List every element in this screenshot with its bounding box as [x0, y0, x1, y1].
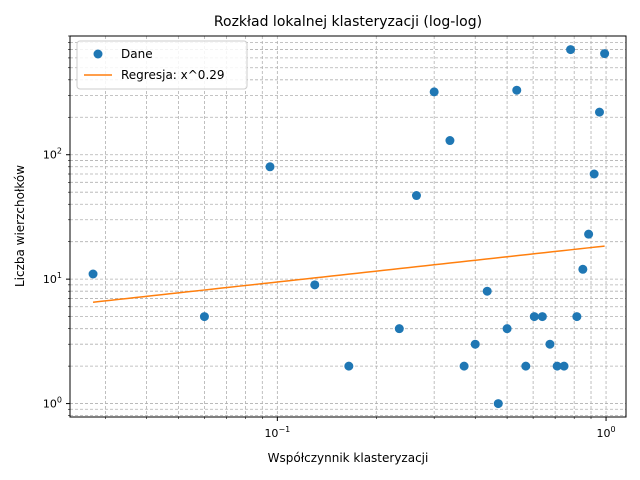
data-point	[502, 324, 512, 334]
data-point	[459, 361, 469, 371]
data-point	[470, 339, 480, 349]
y-tick-label: 100	[43, 396, 62, 411]
data-point	[578, 264, 588, 274]
data-point	[482, 286, 492, 296]
legend: Dane Regresja: x^0.29	[76, 40, 248, 90]
data-points	[88, 45, 610, 409]
regression-layer	[92, 245, 605, 303]
data-point	[529, 312, 539, 322]
legend-label-data: Dane	[121, 47, 153, 61]
data-point	[265, 162, 275, 172]
legend-label-regression: Regresja: x^0.29	[121, 68, 225, 82]
y-axis-label: Liczba wierzchołków	[13, 165, 27, 287]
legend-box	[76, 40, 248, 90]
data-point	[512, 85, 522, 95]
data-point	[559, 361, 569, 371]
plot-frame	[69, 35, 627, 418]
y-tick-label: 101	[43, 271, 62, 286]
legend-marker-data	[93, 49, 103, 59]
regression-line	[92, 245, 605, 303]
data-point	[545, 339, 555, 349]
data-point	[199, 312, 209, 322]
grid	[70, 35, 626, 417]
data-point	[594, 107, 604, 117]
axis-ticks: 10−1 100 100 101 102	[43, 35, 616, 440]
x-tick-label: 10−1	[264, 425, 290, 440]
data-point	[572, 312, 582, 322]
chart-title: Rozkład lokalnej klasteryzacji (log-log)	[214, 14, 482, 30]
data-point	[344, 361, 354, 371]
data-point	[589, 169, 599, 179]
data-point	[600, 49, 610, 59]
data-point	[394, 324, 404, 334]
data-point	[584, 229, 594, 239]
data-point	[566, 45, 576, 55]
data-point	[429, 87, 439, 97]
data-point	[310, 280, 320, 290]
data-point	[493, 399, 503, 409]
x-axis-label: Współczynnik klasteryzacji	[268, 451, 429, 465]
data-point	[445, 136, 455, 146]
y-tick-label: 102	[43, 147, 62, 162]
x-tick-label: 100	[597, 425, 616, 440]
data-point	[552, 361, 562, 371]
data-point	[537, 312, 547, 322]
data-point	[411, 191, 421, 201]
data-point	[88, 269, 98, 279]
data-point	[521, 361, 531, 371]
